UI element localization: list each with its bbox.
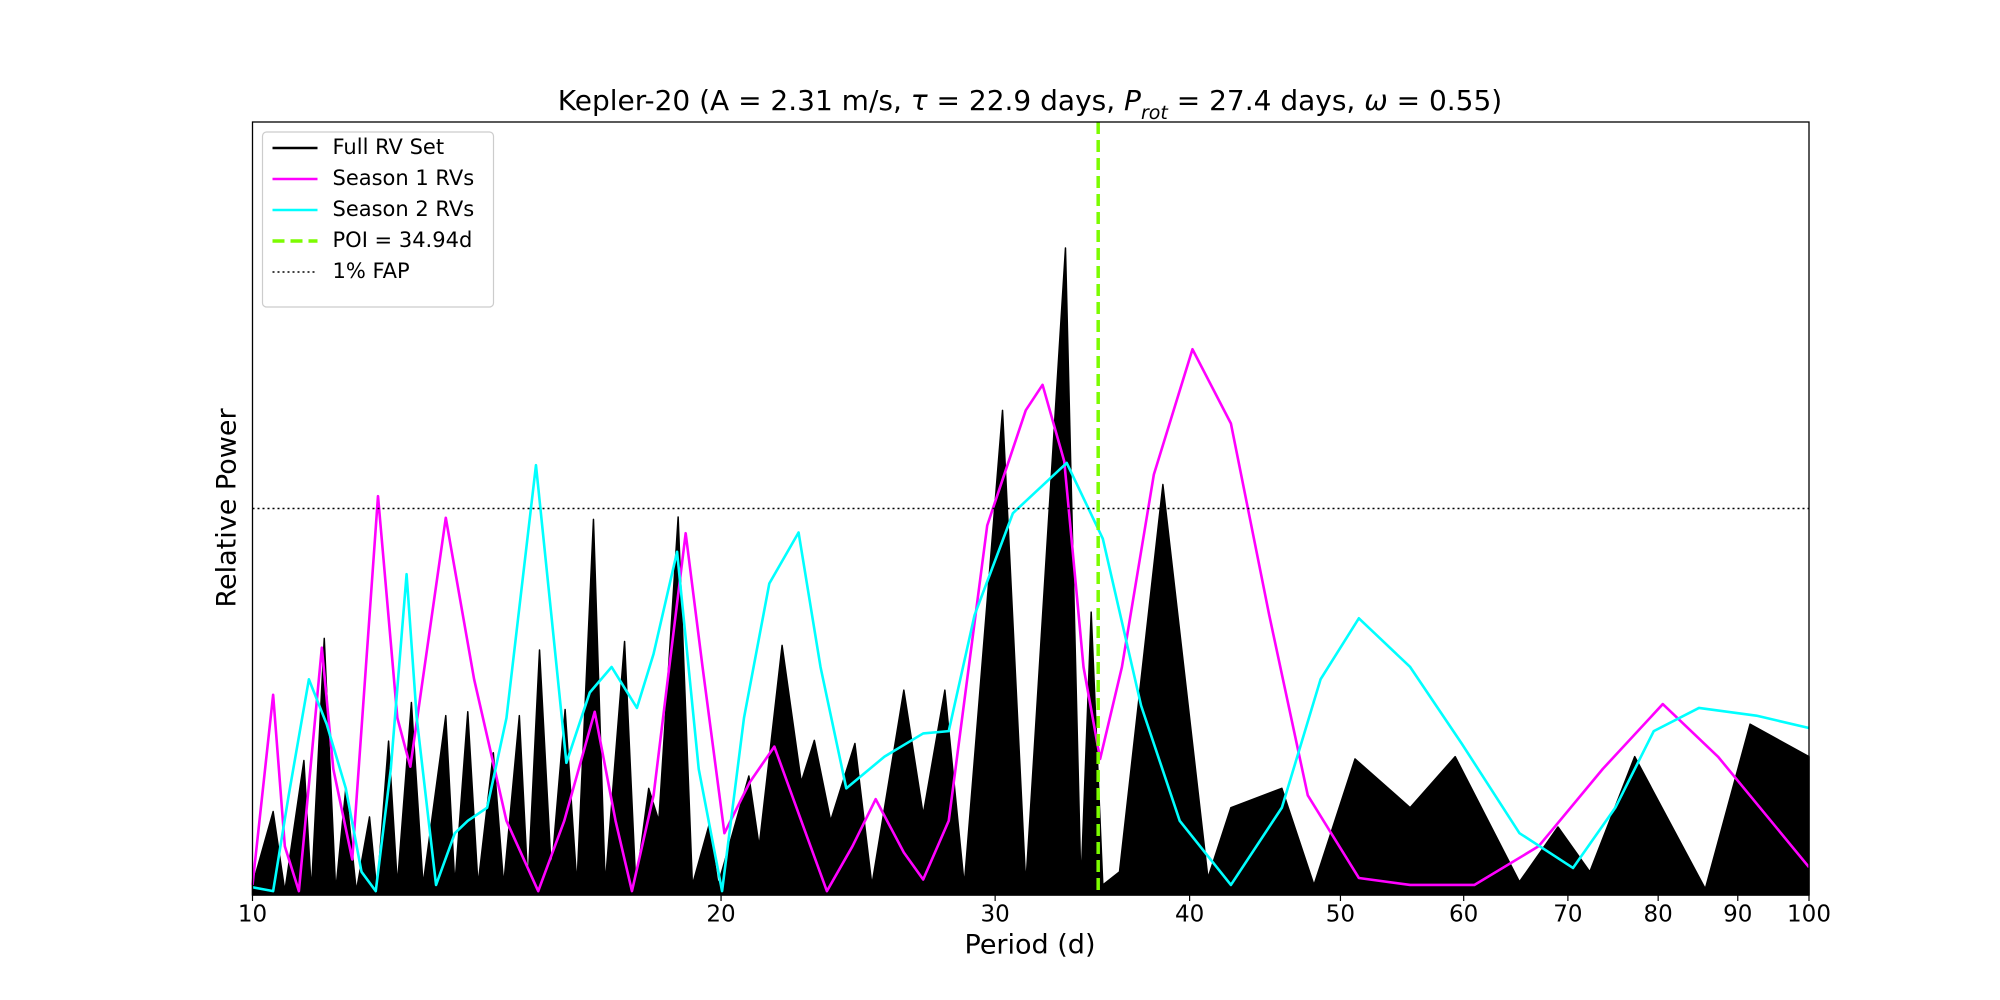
chart-title: Kepler-20 (A = 2.31 m/s, τ = 22.9 days, … xyxy=(558,84,1502,124)
title-part: τ xyxy=(911,84,928,117)
title-part: = 22.9 days, xyxy=(928,84,1124,117)
plot-frame xyxy=(251,121,1810,896)
plot-area: 10 20 30 40 50 60 70 80 90 100 xyxy=(238,122,1831,928)
y-axis-label: Relative Power xyxy=(212,408,243,608)
legend-label: POI = 34.94d xyxy=(333,228,473,252)
area xyxy=(251,247,1810,896)
title-part: = 0.55) xyxy=(1388,84,1503,117)
x-tick-label: 20 xyxy=(706,902,735,928)
title-part: P xyxy=(1124,84,1141,117)
x-tick-label: 40 xyxy=(1175,902,1204,928)
x-tick-label: 100 xyxy=(1787,902,1831,928)
title-part: = 27.4 days, xyxy=(1168,84,1364,117)
line xyxy=(251,347,1811,893)
legend: Full RV Set Season 1 RVs Season 2 RVs POI =… xyxy=(261,131,495,308)
x-tick-label: 80 xyxy=(1644,902,1673,928)
x-axis-label: Period (d) xyxy=(965,930,1096,961)
legend-label: Season 1 RVs xyxy=(333,166,475,190)
line xyxy=(252,461,1810,893)
title-part: ω xyxy=(1364,84,1387,117)
x-tick-label: 70 xyxy=(1553,902,1582,928)
x-tick-label: 10 xyxy=(238,902,267,928)
x-tick-label: 60 xyxy=(1449,902,1478,928)
legend-label: Full RV Set xyxy=(333,135,445,159)
title-part: rot xyxy=(1141,102,1169,124)
x-tick-label: 50 xyxy=(1326,902,1355,928)
x-tick-label: 30 xyxy=(980,902,1009,928)
legend-box xyxy=(261,131,495,308)
title-part: Kepler-20 (A = 2.31 m/s, xyxy=(558,84,911,117)
legend-label: 1% FAP xyxy=(333,259,410,283)
legend-label: Season 2 RVs xyxy=(333,197,475,221)
x-tick-label: 90 xyxy=(1723,902,1752,928)
